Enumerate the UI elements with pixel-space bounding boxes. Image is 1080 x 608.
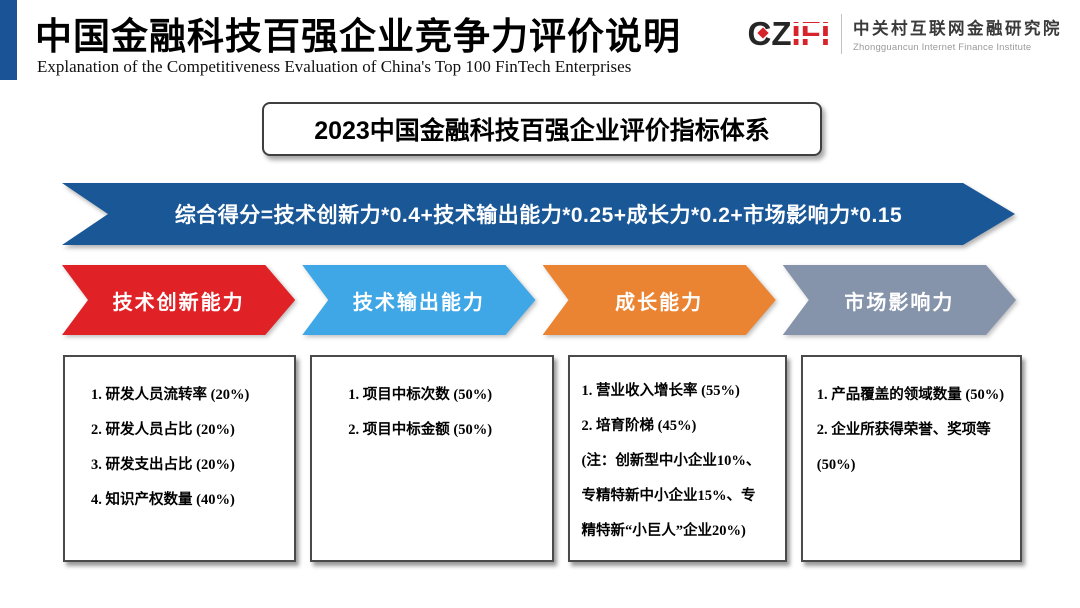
indicator-box-market-influence: 1. 产品覆盖的领域数量 (50%) 2. 企业所获得荣誉、奖项等 (50%)	[800, 355, 1022, 562]
indicator-line: 2. 研发人员占比 (20%)	[91, 422, 235, 438]
indicator-line: (注：创新型中小企业10%、	[581, 453, 761, 469]
formula-banner-shape: 综合得分=技术创新力*0.4+技术输出能力*0.25+成长力*0.2+市场影响力…	[62, 183, 1015, 245]
category-arrow-growth: 成长能力	[543, 265, 776, 335]
category-arrow-label: 市场影响力	[844, 291, 955, 314]
category-arrow-market-influence: 市场影响力	[783, 265, 1016, 335]
org-names: 中关村互联网金融研究院 Zhongguancun Internet Financ…	[853, 15, 1062, 53]
org-name-en: Zhongguancun Internet Finance Institute	[853, 42, 1032, 53]
logo-cz-letters: CZ	[747, 15, 792, 52]
formula-text: 综合得分=技术创新力*0.4+技术输出能力*0.25+成长力*0.2+市场影响力…	[174, 204, 903, 227]
indicator-line: 1. 项目中标次数 (50%)	[348, 387, 493, 403]
category-arrow-tech-output: 技术输出能力	[302, 265, 535, 335]
index-system-title-box: 2023中国金融科技百强企业评价指标体系	[262, 102, 822, 156]
indicator-box-growth: 1. 营业收入增长率 (55%) 2. 培育阶梯 (45%) (注：创新型中小企业1…	[567, 355, 787, 562]
logo-ifi-letters: IFI	[789, 12, 832, 56]
category-arrow-wrap: 市场影响力	[783, 265, 1016, 335]
indicator-line: (50%)	[816, 457, 856, 473]
org-name-cn: 中关村互联网金融研究院	[853, 20, 1062, 38]
category-arrow-label: 成长能力	[615, 291, 704, 314]
category-arrow-label: 技术创新能力	[112, 291, 245, 314]
indicator-boxes: 1. 研发人员流转率 (20%) 2. 研发人员占比 (20%) 3. 研发支出占比…	[63, 355, 1022, 562]
indicator-line: 2. 培育阶梯 (45%)	[581, 418, 697, 434]
indicator-line: 1. 产品覆盖的领域数量 (50%)	[816, 387, 1005, 403]
formula-banner: 综合得分=技术创新力*0.4+技术输出能力*0.25+成长力*0.2+市场影响力…	[62, 183, 1015, 245]
indicator-box-tech-output: 1. 项目中标次数 (50%) 2. 项目中标金额 (50%)	[310, 355, 554, 562]
category-arrow-wrap: 技术创新能力	[62, 265, 295, 335]
page-title: 中国金融科技百强企业竞争力评价说明	[35, 16, 681, 57]
indicator-line: 1. 研发人员流转率 (20%)	[91, 387, 250, 403]
page-subtitle: Explanation of the Competitiveness Evalu…	[37, 57, 632, 76]
category-arrow-wrap: 成长能力	[543, 265, 776, 335]
indicator-line: 4. 知识产权数量 (40%)	[91, 492, 235, 508]
indicator-line: 2. 项目中标金额 (50%)	[348, 422, 493, 438]
index-system-title: 2023中国金融科技百强企业评价指标体系	[314, 117, 770, 145]
indicator-line: 2. 企业所获得荣誉、奖项等	[816, 422, 991, 438]
org-logo: CZIFI 中关村互联网金融研究院 Zhongguancun Internet …	[748, 12, 1063, 56]
category-arrows: 技术创新能力 技术输出能力 成长能力 市场影响力	[62, 265, 1016, 335]
logo-wordmark: CZIFI	[747, 12, 832, 56]
logo-divider	[841, 14, 842, 54]
indicator-line: 精特新“小巨人”企业20%)	[581, 523, 746, 539]
category-arrow-wrap: 技术输出能力	[302, 265, 535, 335]
title-accent-bar	[0, 0, 17, 80]
indicator-line: 专精特新中小企业15%、专	[581, 488, 756, 504]
category-arrow-label: 技术输出能力	[352, 291, 485, 314]
category-arrow-tech-innovation: 技术创新能力	[62, 265, 295, 335]
indicator-line: 3. 研发支出占比 (20%)	[91, 457, 235, 473]
indicator-line: 1. 营业收入增长率 (55%)	[581, 383, 740, 399]
indicator-box-tech-innovation: 1. 研发人员流转率 (20%) 2. 研发人员占比 (20%) 3. 研发支出占比…	[63, 355, 297, 562]
